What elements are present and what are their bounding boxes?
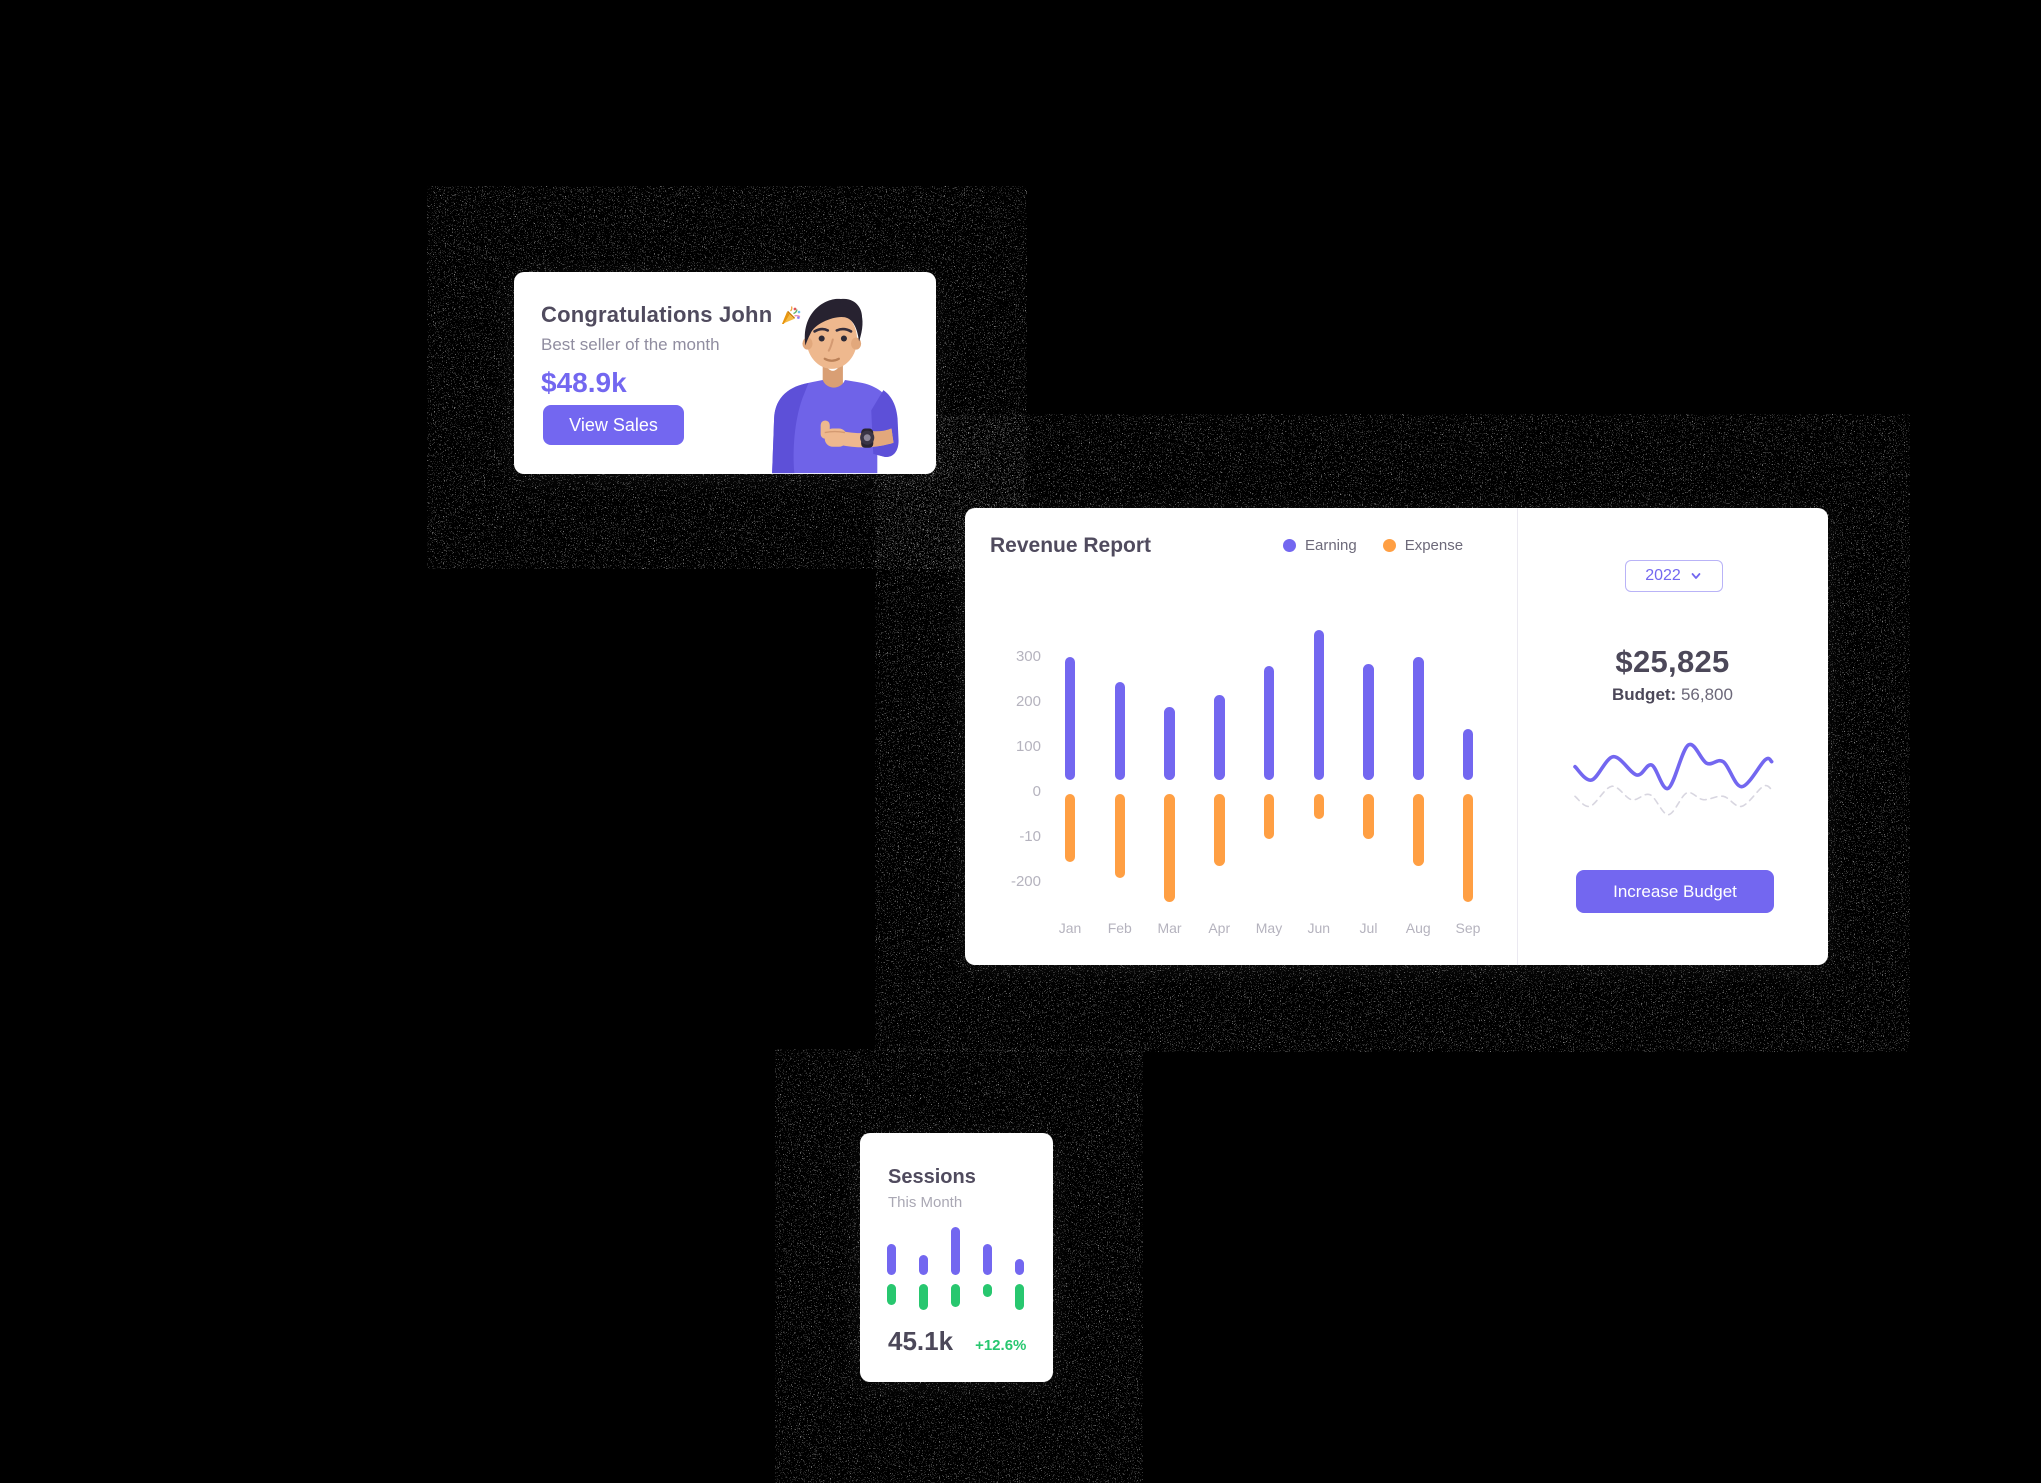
expense-bar — [1114, 794, 1125, 878]
month-label: Sep — [1455, 920, 1481, 936]
month-label: Feb — [1107, 920, 1132, 936]
expense-dot-icon — [1382, 539, 1396, 552]
congrats-card: Congratulations John Best seller of the … — [514, 272, 936, 474]
congrats-title: Congratulations John — [541, 302, 803, 328]
y-axis-tick: 100 — [1015, 738, 1041, 755]
revenue-legend: Earning Expense — [1283, 537, 1463, 554]
budget-target-line — [1574, 784, 1773, 816]
chevron-down-icon — [1691, 573, 1701, 579]
month-label: Jan — [1058, 920, 1082, 936]
budget-line: Budget: 56,800 — [1517, 685, 1828, 705]
earning-bar — [1413, 657, 1424, 780]
year-select-value: 2022 — [1645, 567, 1681, 584]
sessions-card: Sessions This Month 45.1k +12.6% — [860, 1133, 1053, 1382]
expense-bar — [1164, 794, 1175, 903]
expense-bar — [1064, 794, 1076, 862]
expense-bar — [1363, 794, 1374, 840]
panel-divider — [1517, 508, 1518, 965]
earning-dot-icon — [1283, 539, 1296, 552]
legend-item-earning: Earning — [1283, 537, 1357, 554]
view-sales-button[interactable]: View Sales — [543, 405, 684, 445]
earning-bar — [1114, 681, 1125, 780]
sessions-summary: 45.1k +12.6% — [888, 1326, 1026, 1357]
congrats-title-text: Congratulations John — [541, 302, 773, 327]
month-label: May — [1255, 920, 1283, 936]
sessions-bar-top — [1015, 1259, 1025, 1275]
earning-bar — [1263, 666, 1275, 780]
sessions-bar-top — [919, 1255, 929, 1275]
revenue-bar-chart: Jan Feb Mar Apr May Jun Jul Aug Sep 300 200 100 0 -10… — [965, 508, 1828, 965]
congrats-amount: $48.9k — [541, 367, 627, 398]
sessions-subtitle: This Month — [888, 1194, 963, 1211]
congrats-subtitle: Best seller of the month — [541, 335, 720, 354]
earning-bar — [1064, 657, 1076, 780]
month-label: Jun — [1307, 920, 1331, 936]
y-axis-tick: 200 — [1015, 693, 1041, 710]
sessions-bar-bottom — [951, 1284, 961, 1307]
y-axis-tick: 0 — [1032, 783, 1041, 800]
expense-bar — [1462, 794, 1474, 903]
expense-bar — [1263, 794, 1275, 840]
party-popper-icon — [782, 306, 801, 324]
sessions-bar-bottom — [983, 1284, 993, 1297]
budget-sparkline — [1573, 742, 1774, 816]
increase-budget-button[interactable]: Increase Budget — [1576, 870, 1774, 913]
y-axis-tick: -200 — [1010, 873, 1041, 890]
earning-bar — [1462, 729, 1474, 780]
budget-label: Budget: — [1612, 685, 1677, 704]
month-label: Jul — [1359, 920, 1378, 936]
sessions-bar-top — [951, 1227, 961, 1275]
expense-bar — [1313, 794, 1324, 819]
budget-value: 56,800 — [1680, 685, 1733, 704]
earning-bar — [1164, 706, 1175, 780]
year-select[interactable]: 2022 — [1625, 560, 1723, 592]
expense-bar — [1413, 794, 1424, 867]
revenue-report-title: Revenue Report — [990, 534, 1152, 557]
sessions-bar-top — [983, 1244, 993, 1275]
month-label: Mar — [1157, 920, 1182, 936]
total-amount: $25,825 — [1615, 644, 1730, 679]
legend-expense-label: Expense — [1404, 537, 1464, 554]
sessions-bar-bottom — [1015, 1284, 1025, 1310]
earning-bar — [1363, 663, 1374, 780]
sessions-bar-bottom — [887, 1284, 897, 1305]
sessions-value: 45.1k — [888, 1326, 954, 1356]
sessions-delta: +12.6% — [975, 1337, 1027, 1354]
sessions-bar-top — [887, 1244, 897, 1275]
legend-earning-label: Earning — [1305, 537, 1357, 554]
sessions-bar-bottom — [919, 1284, 929, 1310]
expense-bar — [1214, 794, 1225, 867]
earning-bar — [1214, 695, 1225, 780]
sessions-title: Sessions — [888, 1166, 976, 1188]
man-thumbs-up-illustration — [772, 298, 899, 474]
revenue-report-card: Revenue Report Earning Expense Jan Feb Mar… — [965, 508, 1828, 965]
y-axis-tick: -10 — [1019, 828, 1041, 845]
earning-bar — [1313, 630, 1324, 780]
legend-item-expense: Expense — [1382, 537, 1464, 554]
y-axis-tick: 300 — [1015, 648, 1041, 665]
month-label: Aug — [1405, 920, 1431, 936]
month-label: Apr — [1208, 920, 1231, 936]
budget-actual-line — [1573, 742, 1774, 791]
sessions-mini-chart — [860, 1133, 1053, 1382]
